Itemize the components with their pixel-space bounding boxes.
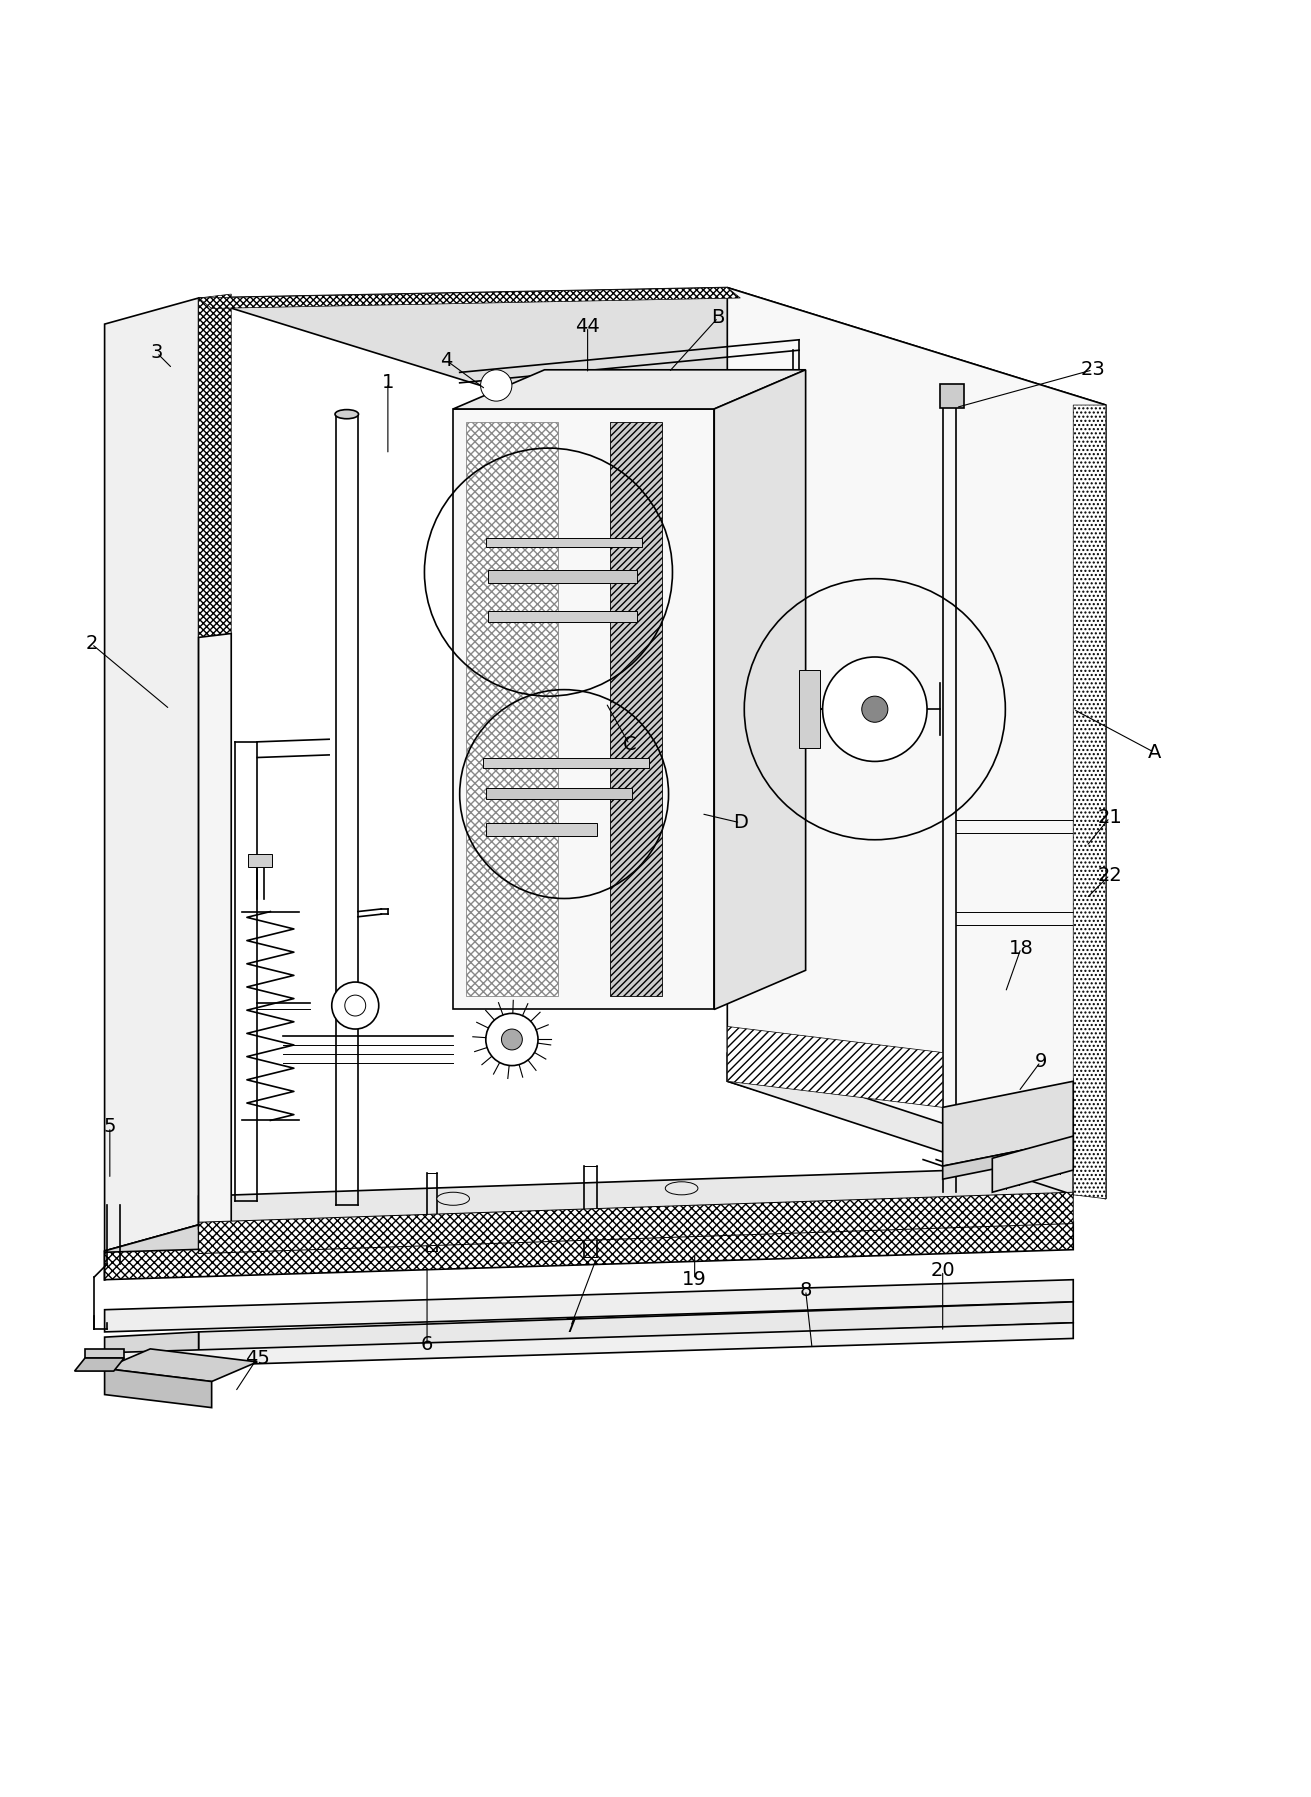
Polygon shape: [198, 295, 231, 1226]
Ellipse shape: [437, 1191, 469, 1206]
Text: 3: 3: [151, 343, 163, 363]
Circle shape: [822, 658, 927, 762]
Text: B: B: [712, 307, 725, 327]
Text: 8: 8: [800, 1281, 812, 1299]
Text: 1: 1: [382, 374, 395, 392]
Polygon shape: [198, 1166, 1074, 1226]
Polygon shape: [198, 1301, 1074, 1353]
Text: 9: 9: [1034, 1053, 1046, 1071]
Polygon shape: [943, 1082, 1074, 1166]
Polygon shape: [992, 1136, 1074, 1191]
Polygon shape: [714, 370, 806, 1010]
Polygon shape: [800, 670, 819, 748]
Text: 5: 5: [104, 1118, 117, 1136]
Polygon shape: [728, 1026, 943, 1107]
Polygon shape: [610, 422, 662, 996]
Polygon shape: [105, 1226, 198, 1279]
Ellipse shape: [665, 1182, 697, 1195]
Polygon shape: [467, 422, 557, 996]
Text: 23: 23: [1080, 359, 1105, 379]
Polygon shape: [486, 823, 597, 836]
Polygon shape: [728, 288, 1106, 1199]
Polygon shape: [1074, 404, 1106, 1199]
Polygon shape: [105, 1350, 257, 1382]
Text: 7: 7: [565, 1317, 577, 1337]
Text: 45: 45: [245, 1348, 270, 1368]
Polygon shape: [198, 1191, 1074, 1254]
Polygon shape: [486, 537, 642, 548]
Circle shape: [345, 996, 366, 1015]
Polygon shape: [105, 1332, 198, 1359]
Circle shape: [861, 695, 888, 722]
Polygon shape: [728, 1053, 1074, 1195]
Bar: [248, 854, 271, 868]
Polygon shape: [105, 1279, 1074, 1332]
Polygon shape: [85, 1350, 125, 1359]
Circle shape: [332, 981, 379, 1030]
Polygon shape: [454, 410, 714, 1010]
Text: 21: 21: [1097, 809, 1122, 827]
Polygon shape: [198, 634, 231, 1229]
Polygon shape: [75, 1359, 125, 1371]
Text: D: D: [733, 814, 747, 832]
Polygon shape: [489, 611, 637, 622]
Polygon shape: [105, 1226, 198, 1279]
Text: 20: 20: [931, 1261, 954, 1279]
Circle shape: [502, 1030, 522, 1049]
Text: 6: 6: [421, 1335, 433, 1355]
Text: 2: 2: [85, 634, 98, 654]
Text: 22: 22: [1097, 866, 1122, 884]
Polygon shape: [489, 570, 637, 582]
Polygon shape: [943, 1139, 1074, 1179]
Text: C: C: [623, 735, 636, 755]
Polygon shape: [105, 1323, 1074, 1369]
Text: 18: 18: [1008, 938, 1033, 958]
Bar: [940, 385, 964, 408]
Polygon shape: [484, 758, 649, 767]
Text: 19: 19: [682, 1270, 707, 1288]
Polygon shape: [486, 787, 632, 800]
Polygon shape: [105, 1222, 1074, 1279]
Ellipse shape: [336, 410, 358, 419]
Polygon shape: [198, 288, 741, 309]
Circle shape: [481, 370, 511, 401]
Polygon shape: [454, 370, 806, 410]
Text: A: A: [1147, 742, 1160, 762]
Circle shape: [486, 1014, 538, 1066]
Polygon shape: [198, 288, 1106, 415]
Polygon shape: [105, 1369, 211, 1407]
Text: 4: 4: [440, 350, 452, 370]
Polygon shape: [105, 298, 198, 1251]
Text: 44: 44: [576, 318, 600, 336]
